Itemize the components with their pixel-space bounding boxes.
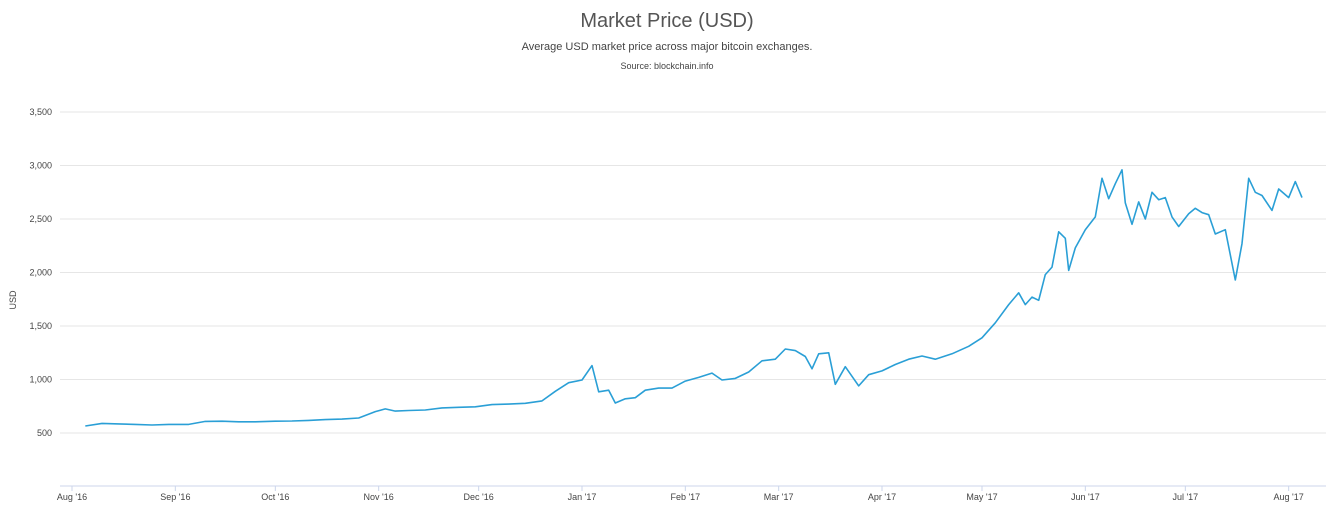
x-tick-label: Jul '17	[1172, 492, 1198, 502]
x-tick-label: Jun '17	[1071, 492, 1100, 502]
y-axis-title: USD	[8, 290, 18, 310]
x-tick-label: Feb '17	[670, 492, 700, 502]
y-tick-label: 2,000	[29, 268, 52, 278]
y-tick-label: 2,500	[29, 214, 52, 224]
chart-source: Source: blockchain.info	[620, 61, 714, 71]
y-tick-label: 3,500	[29, 107, 52, 117]
x-tick-label: May '17	[966, 492, 997, 502]
y-tick-label: 3,000	[29, 161, 52, 171]
x-tick-label: Aug '16	[57, 492, 87, 502]
x-tick-label: Apr '17	[868, 492, 896, 502]
x-tick-label: Sep '16	[160, 492, 190, 502]
x-tick-label: Jan '17	[568, 492, 597, 502]
x-tick-label: Mar '17	[764, 492, 794, 502]
x-tick-label: Nov '16	[364, 492, 394, 502]
price-series-line	[85, 169, 1303, 427]
y-tick-label: 500	[37, 428, 52, 438]
y-tick-label: 1,000	[29, 375, 52, 385]
y-tick-label: 1,500	[29, 321, 52, 331]
x-tick-label: Aug '17	[1274, 492, 1304, 502]
x-tick-label: Oct '16	[261, 492, 289, 502]
chart-subtitle: Average USD market price across major bi…	[521, 41, 813, 53]
x-tick-label: Dec '16	[464, 492, 494, 502]
chart-title: Market Price (USD)	[580, 10, 754, 32]
